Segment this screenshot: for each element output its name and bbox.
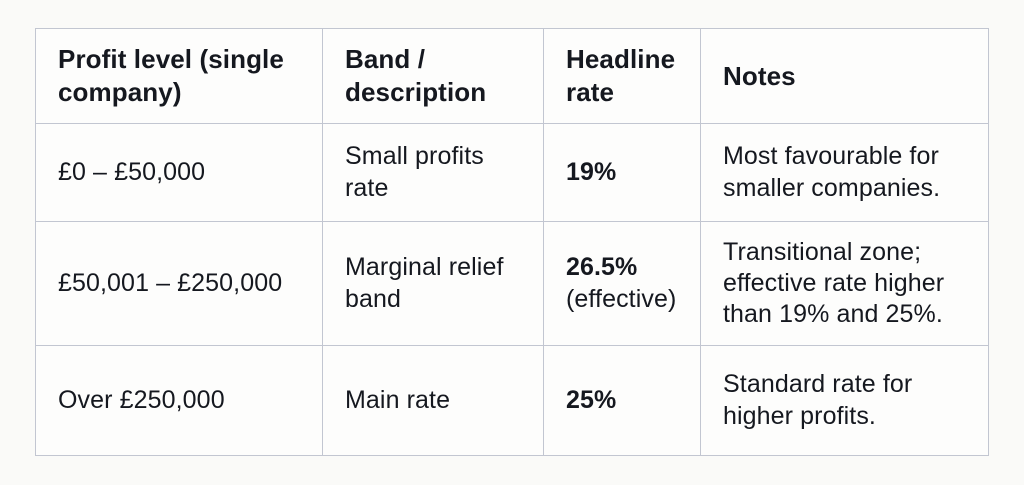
band-cell: Marginal relief band [322, 221, 544, 347]
headline-rate-cell: 26.5% (effective) [543, 221, 701, 347]
profit-level-cell: £50,001 – £250,000 [35, 221, 323, 347]
notes-cell: Transitional zone; effective rate higher… [700, 221, 989, 347]
table-header-row: Profit level (single company) Band / des… [35, 27, 989, 125]
headline-rate-cell: 25% [543, 345, 701, 457]
headline-rate-cell: 19% [543, 123, 701, 223]
rate-qualifier: (effective) [566, 284, 677, 313]
band-cell: Main rate [322, 345, 544, 457]
table-row: Over £250,000 Main rate 25% Standard rat… [35, 345, 989, 457]
rate-value: 19% [566, 157, 617, 186]
corporation-tax-rates-table: Profit level (single company) Band / des… [35, 27, 989, 457]
column-header-headline-rate: Headline rate [543, 27, 701, 125]
profit-level-cell: Over £250,000 [35, 345, 323, 457]
notes-cell: Standard rate for higher profits. [700, 345, 989, 457]
band-cell: Small profits rate [322, 123, 544, 223]
column-header-band-description: Band / description [322, 27, 544, 125]
column-header-notes: Notes [700, 27, 989, 125]
notes-cell: Most favourable for smaller companies. [700, 123, 989, 223]
table-row: £0 – £50,000 Small profits rate 19% Most… [35, 123, 989, 223]
rate-value: 26.5% [566, 253, 638, 282]
table-row: £50,001 – £250,000 Marginal relief band … [35, 221, 989, 347]
column-header-profit-level: Profit level (single company) [35, 27, 323, 125]
profit-level-cell: £0 – £50,000 [35, 123, 323, 223]
rate-value: 25% [566, 385, 617, 414]
